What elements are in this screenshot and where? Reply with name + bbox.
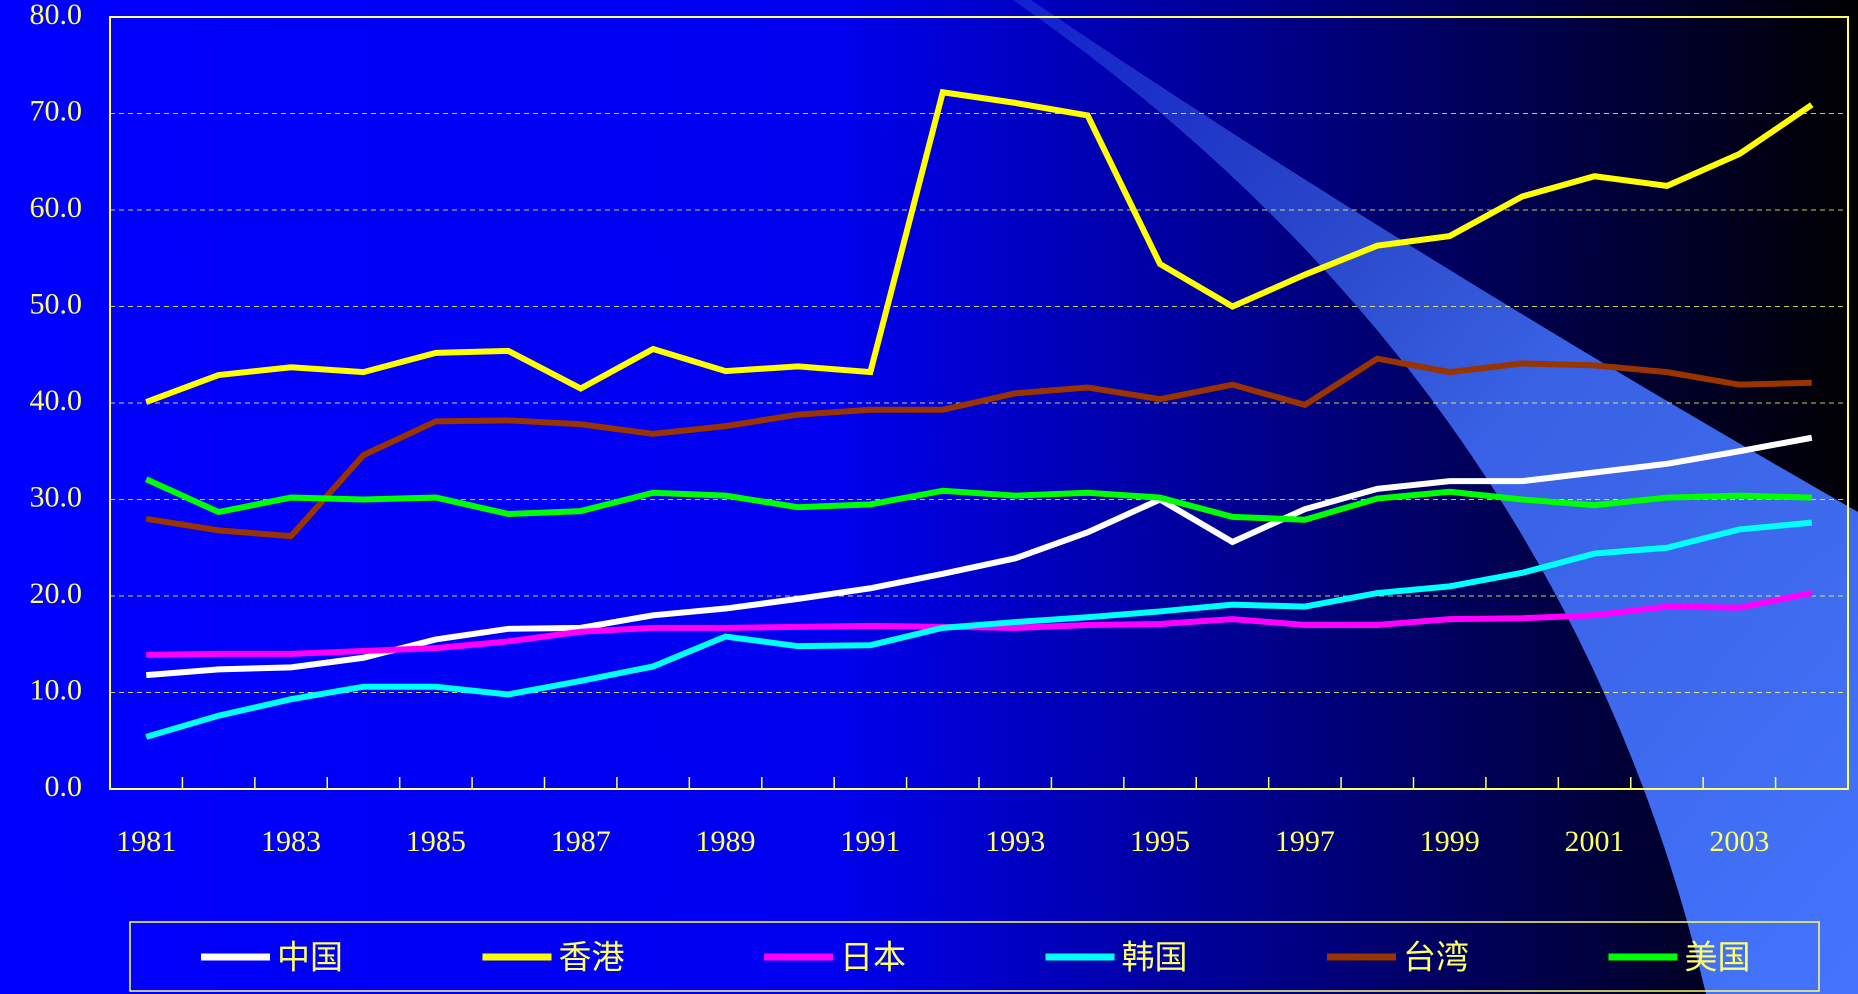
x-tick-label: 1999 <box>1420 825 1480 858</box>
x-tick-label: 1983 <box>261 825 321 858</box>
lines <box>144 88 1814 740</box>
series-line <box>145 434 1813 679</box>
swoosh <box>1013 0 1858 994</box>
x-tick-label: 1995 <box>1130 825 1190 858</box>
series-line <box>145 519 1813 740</box>
legend-label: 中国 <box>277 938 343 977</box>
legend-label: 美国 <box>1685 938 1751 977</box>
x-tick-label: 1997 <box>1275 825 1335 858</box>
y-tick-label: 40.0 <box>30 384 83 417</box>
legend-box <box>129 921 1820 992</box>
y-tick-label: 0.0 <box>45 770 83 803</box>
legend-label: 香港 <box>559 938 625 977</box>
x-tick-label: 2003 <box>1709 825 1769 858</box>
series-line <box>145 355 1812 540</box>
series-line <box>144 476 1812 523</box>
x-tick-label: 1991 <box>840 825 900 858</box>
x-tick-label: 1989 <box>696 825 756 858</box>
y-tick-label: 50.0 <box>30 287 83 320</box>
y-tick-label: 20.0 <box>30 577 83 610</box>
legend-label: 日本 <box>840 938 906 977</box>
y-tick-label: 30.0 <box>30 480 83 513</box>
legend-label: 台湾 <box>1403 938 1469 977</box>
y-tick-label: 70.0 <box>30 94 83 127</box>
y-tick-label: 60.0 <box>30 191 83 224</box>
plot-frame <box>109 16 1849 790</box>
x-tick-label: 1981 <box>116 825 176 858</box>
series-line <box>145 88 1814 405</box>
x-tick-label: 1985 <box>406 825 466 858</box>
legend-label: 韩国 <box>1122 938 1188 977</box>
x-tick-label: 1993 <box>985 825 1045 858</box>
y-tick-label: 80.0 <box>30 0 83 31</box>
x-tick-label: 1987 <box>551 825 611 858</box>
x-tick-label: 2001 <box>1565 825 1625 858</box>
y-tick-label: 10.0 <box>30 673 83 706</box>
legend: 中国 香港 日本 韩国 台湾 美国 <box>201 938 1751 977</box>
